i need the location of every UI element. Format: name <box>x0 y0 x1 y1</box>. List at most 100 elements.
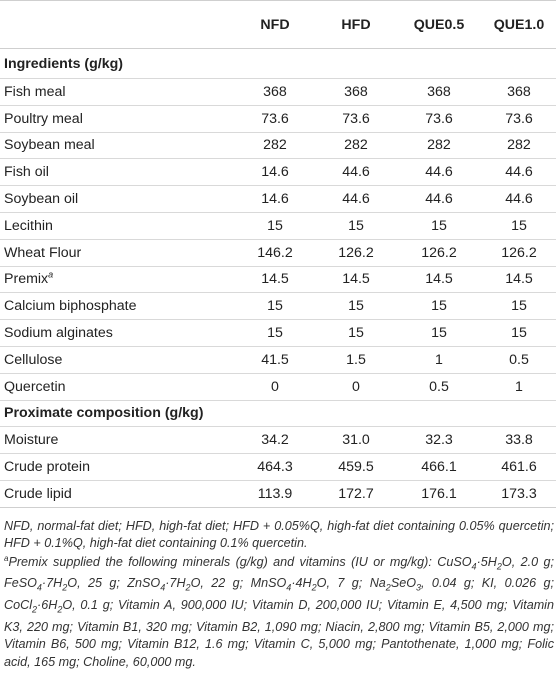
table-cell: 15 <box>482 292 556 321</box>
abbreviation-note: NFD, normal-fat diet; HFD, high-fat diet… <box>4 519 554 551</box>
row-label-text: Soybean meal <box>4 137 95 154</box>
table-body: Ingredients (g/kg) Fish meal 368 368 368 368 P… <box>0 48 556 508</box>
table-row: Premixa 14.5 14.5 14.5 14.5 <box>0 266 556 294</box>
table-cell: 368 <box>234 78 316 106</box>
table-cell: 15 <box>316 212 396 240</box>
table-cell: 15 <box>482 319 556 347</box>
row-label-text: Premix <box>4 271 49 288</box>
table-cell: 44.6 <box>396 158 482 187</box>
row-label-text: Wheat Flour <box>4 244 82 261</box>
table-cell: 33.8 <box>482 426 556 455</box>
table-cell: 15 <box>316 319 396 347</box>
table-cell: 1 <box>396 346 482 374</box>
row-label: Sodium alginates <box>0 319 234 347</box>
table-cell: 0 <box>316 373 396 401</box>
table-cell: 282 <box>396 132 482 160</box>
table-cell: 459.5 <box>316 453 396 481</box>
table-row: Crude protein 464.3 459.5 466.1 461.6 <box>0 453 556 481</box>
table-row: Poultry meal 73.6 73.6 73.6 73.6 <box>0 105 556 133</box>
row-label-text: Soybean oil <box>4 191 79 208</box>
footnote-marker: a <box>48 269 54 280</box>
diet-composition-table: NFD HFD QUE0.5 QUE1.0 Ingredients (g/kg)… <box>0 0 556 508</box>
row-label-text: Fish oil <box>4 164 49 181</box>
row-label-text: Crude protein <box>4 459 90 476</box>
column-header: NFD <box>234 0 316 49</box>
table-cell: 41.5 <box>234 346 316 374</box>
row-label-text: Crude lipid <box>4 485 72 502</box>
table-cell: 31.0 <box>316 426 396 455</box>
section-header-row: Ingredients (g/kg) <box>0 48 556 79</box>
table-cell: 15 <box>396 212 482 240</box>
table-header: NFD HFD QUE0.5 QUE1.0 <box>0 0 556 49</box>
table-row: Soybean meal 282 282 282 282 <box>0 132 556 160</box>
row-label: Wheat Flour <box>0 239 234 267</box>
table-row: Moisture 34.2 31.0 32.3 33.8 <box>0 426 556 455</box>
table-cell: 73.6 <box>482 105 556 133</box>
table-cell: 1 <box>482 373 556 401</box>
table-cell: 126.2 <box>482 239 556 267</box>
table-cell: 73.6 <box>396 105 482 133</box>
row-label: Moisture <box>0 426 234 455</box>
footnote-marker: a <box>4 553 9 563</box>
table-cell: 15 <box>316 292 396 321</box>
section-title: Ingredients (g/kg) <box>0 48 556 79</box>
table-row: Wheat Flour 146.2 126.2 126.2 126.2 <box>0 239 556 267</box>
column-header <box>0 0 234 49</box>
table-cell: 0 <box>234 373 316 401</box>
row-label: Fish oil <box>0 158 234 187</box>
table-cell: 0.5 <box>396 373 482 401</box>
row-label: Fish meal <box>0 78 234 106</box>
table-cell: 44.6 <box>316 158 396 187</box>
row-label-text: Lecithin <box>4 217 53 234</box>
table-row: Lecithin 15 15 15 15 <box>0 212 556 240</box>
table-footnotes: NFD, normal-fat diet; HFD, high-fat diet… <box>4 518 554 672</box>
row-label-text: Cellulose <box>4 351 63 368</box>
premix-note-text: Premix supplied the following minerals (… <box>4 554 554 669</box>
table-row: Calcium biphosphate 15 15 15 15 <box>0 292 556 321</box>
row-label-text: Moisture <box>4 432 59 449</box>
column-header: HFD <box>316 0 396 49</box>
row-label: Crude lipid <box>0 480 234 508</box>
table-cell: 14.5 <box>396 266 482 294</box>
table-cell: 44.6 <box>396 185 482 213</box>
row-label-text: Quercetin <box>4 378 66 395</box>
section-header-row: Proximate composition (g/kg) <box>0 400 556 428</box>
row-label: Premixa <box>0 266 234 294</box>
table-cell: 176.1 <box>396 480 482 508</box>
table-cell: 15 <box>234 319 316 347</box>
table-cell: 113.9 <box>234 480 316 508</box>
table-row: Soybean oil 14.6 44.6 44.6 44.6 <box>0 185 556 213</box>
row-label: Soybean meal <box>0 132 234 160</box>
table-cell: 15 <box>482 212 556 240</box>
table-cell: 14.6 <box>234 185 316 213</box>
table-cell: 173.3 <box>482 480 556 508</box>
table-cell: 15 <box>234 212 316 240</box>
table-row: Crude lipid 113.9 172.7 176.1 173.3 <box>0 480 556 508</box>
row-label-text: Sodium alginates <box>4 325 113 342</box>
table-row: Quercetin 0 0 0.5 1 <box>0 373 556 401</box>
table-row: Sodium alginates 15 15 15 15 <box>0 319 556 347</box>
section-title: Proximate composition (g/kg) <box>0 400 556 428</box>
table-cell: 282 <box>482 132 556 160</box>
row-label: Cellulose <box>0 346 234 374</box>
table-cell: 368 <box>316 78 396 106</box>
table-cell: 15 <box>234 292 316 321</box>
table-cell: 282 <box>316 132 396 160</box>
row-label: Lecithin <box>0 212 234 240</box>
row-label: Calcium biphosphate <box>0 292 234 321</box>
table-cell: 126.2 <box>396 239 482 267</box>
table-cell: 44.6 <box>482 185 556 213</box>
column-header: QUE0.5 <box>396 0 482 49</box>
table-cell: 461.6 <box>482 453 556 481</box>
row-label: Crude protein <box>0 453 234 481</box>
table-cell: 368 <box>482 78 556 106</box>
table-cell: 172.7 <box>316 480 396 508</box>
row-label-text: Poultry meal <box>4 110 83 127</box>
table-cell: 1.5 <box>316 346 396 374</box>
table-cell: 126.2 <box>316 239 396 267</box>
table-cell: 34.2 <box>234 426 316 455</box>
table-cell: 0.5 <box>482 346 556 374</box>
table-cell: 146.2 <box>234 239 316 267</box>
row-label: Poultry meal <box>0 105 234 133</box>
